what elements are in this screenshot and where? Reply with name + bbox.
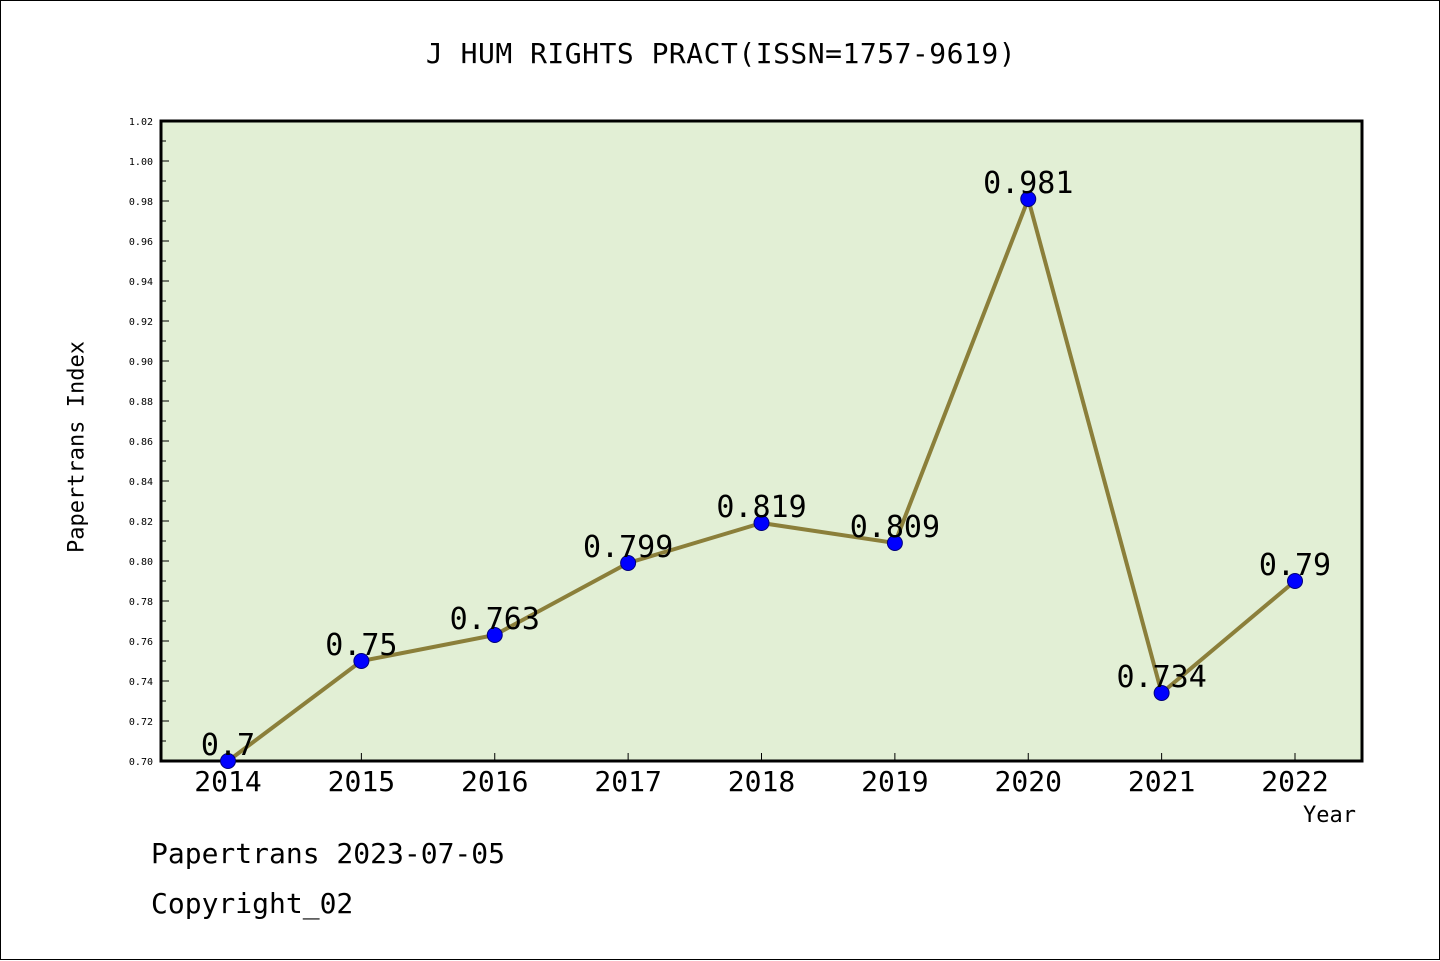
data-label: 0.819 xyxy=(716,490,806,525)
data-label: 0.734 xyxy=(1116,660,1206,695)
x-tick-label: 2016 xyxy=(461,765,528,798)
plot-border xyxy=(159,119,1364,763)
data-label: 0.79 xyxy=(1259,548,1331,583)
y-tick-label: 0.82 xyxy=(129,517,153,528)
data-label: 0.799 xyxy=(583,530,673,565)
footer-date: Papertrans 2023-07-05 xyxy=(151,837,506,870)
y-tick-label: 1.00 xyxy=(129,157,153,168)
data-point xyxy=(1020,191,1037,207)
chart-title: J HUM RIGHTS PRACT(ISSN=1757-9619) xyxy=(425,37,1017,70)
y-tick-label: 0.76 xyxy=(129,637,153,648)
data-point xyxy=(620,555,637,571)
data-point xyxy=(886,535,903,551)
y-tick-label: 1.02 xyxy=(129,117,153,128)
y-tick-label: 0.78 xyxy=(129,597,153,608)
data-point xyxy=(486,627,503,643)
y-tick-label: 0.84 xyxy=(129,477,153,488)
x-tick-label: 2015 xyxy=(328,765,395,798)
x-tick-label: 2022 xyxy=(1261,765,1328,798)
y-tick-label: 0.90 xyxy=(129,357,153,368)
data-label: 0.7 xyxy=(201,728,255,763)
y-tick-label: 0.94 xyxy=(129,277,153,288)
x-tick-label: 2019 xyxy=(861,765,928,798)
y-tick-label: 0.98 xyxy=(129,197,153,208)
y-tick-label: 0.88 xyxy=(129,397,153,408)
x-tick-label: 2021 xyxy=(1128,765,1195,798)
footer-copyright: Copyright_02 xyxy=(151,887,354,920)
y-tick-label: 0.96 xyxy=(129,237,153,248)
x-tick-label: 2020 xyxy=(995,765,1062,798)
x-tick-label: 2018 xyxy=(728,765,795,798)
data-label: 0.763 xyxy=(450,602,540,637)
data-point xyxy=(1153,685,1170,701)
x-tick-label: 2014 xyxy=(194,765,261,798)
y-tick-label: 0.80 xyxy=(129,557,153,568)
data-label: 0.75 xyxy=(325,628,397,663)
data-point xyxy=(353,653,370,669)
data-label: 0.981 xyxy=(983,166,1073,201)
y-tick-label: 0.70 xyxy=(129,757,153,768)
data-point xyxy=(753,515,770,531)
x-axis-label: Year xyxy=(1303,803,1356,828)
data-point xyxy=(220,753,236,769)
x-tick-label: 2017 xyxy=(594,765,661,798)
y-tick-label: 0.72 xyxy=(129,717,153,728)
data-point xyxy=(1287,573,1303,589)
data-label: 0.809 xyxy=(850,510,940,545)
y-tick-label: 0.86 xyxy=(129,437,153,448)
y-tick-label: 0.74 xyxy=(129,677,153,688)
y-tick-label: 0.92 xyxy=(129,317,153,328)
